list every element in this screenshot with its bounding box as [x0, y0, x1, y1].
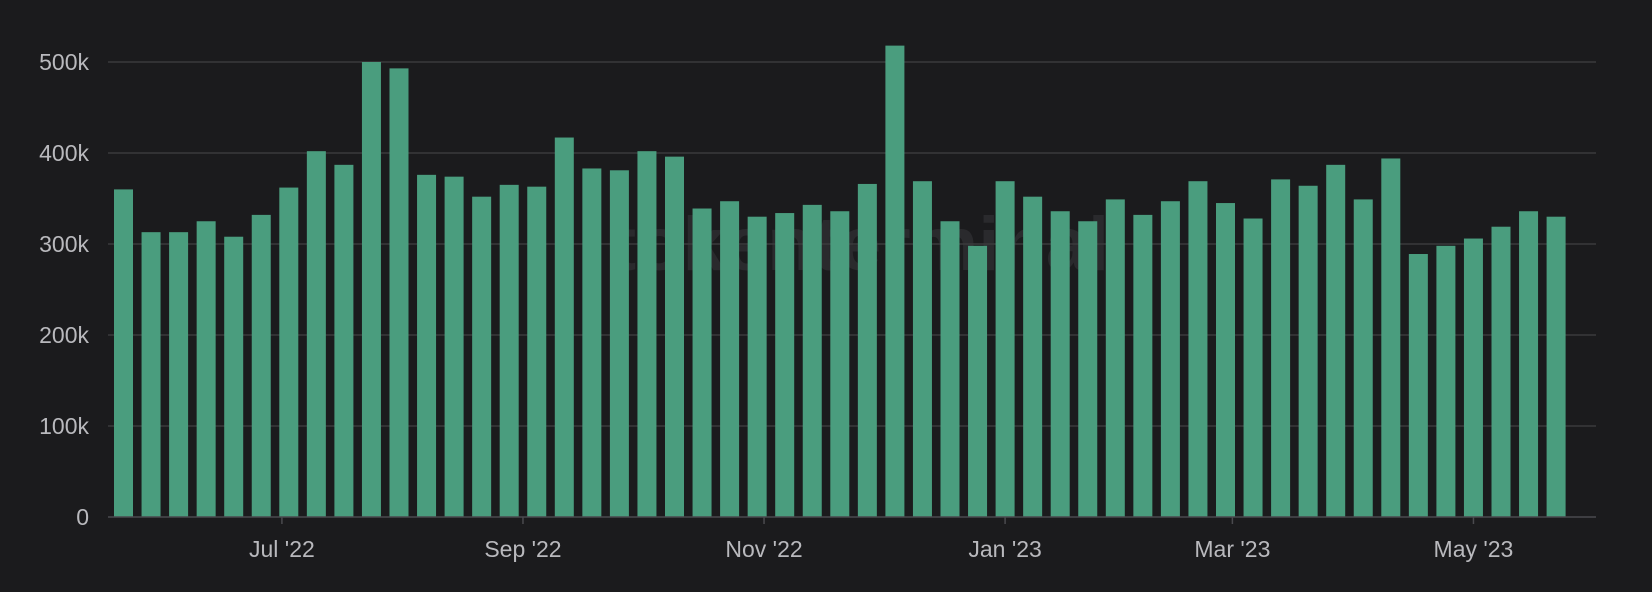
bar	[141, 232, 161, 518]
bar	[609, 170, 629, 518]
y-tick-label: 0	[76, 504, 89, 530]
x-tick-label: Mar '23	[1194, 536, 1270, 562]
bar	[1519, 211, 1539, 518]
bar	[361, 62, 381, 517]
bar	[995, 181, 1015, 517]
bar	[802, 204, 822, 517]
bar	[720, 201, 740, 518]
bar	[1160, 201, 1180, 518]
bar	[472, 196, 492, 517]
bar	[1271, 179, 1291, 517]
bar	[665, 156, 684, 517]
bar	[1023, 196, 1043, 517]
bar	[527, 186, 547, 518]
bar	[1078, 221, 1098, 517]
bar	[1381, 158, 1401, 517]
bar	[499, 184, 519, 517]
bar	[968, 245, 988, 517]
x-tick-label: May '23	[1434, 536, 1514, 562]
bar	[747, 216, 767, 517]
axis-layer	[108, 516, 1596, 524]
bar	[444, 176, 464, 517]
bar	[830, 211, 850, 518]
bar	[940, 221, 960, 517]
bar	[582, 168, 602, 517]
bar	[857, 183, 877, 517]
y-tick-label: 500k	[39, 49, 89, 75]
bar	[196, 221, 216, 517]
bar	[554, 137, 574, 517]
bar	[306, 151, 326, 517]
bar	[279, 187, 299, 517]
bar	[1326, 164, 1346, 517]
bar	[1436, 245, 1456, 517]
bar	[1463, 238, 1483, 518]
bar	[1243, 218, 1263, 517]
bar	[1050, 211, 1070, 518]
bar	[334, 164, 354, 517]
bar	[912, 181, 932, 517]
x-tick-label: Jan '23	[968, 536, 1041, 562]
bar	[389, 68, 409, 518]
grid-layer	[108, 61, 1596, 427]
bar	[1408, 254, 1428, 517]
bar	[1216, 203, 1235, 518]
bar	[169, 232, 189, 518]
bar	[637, 151, 657, 517]
bar	[1188, 181, 1208, 517]
bar	[1353, 199, 1373, 517]
bar	[1133, 214, 1153, 517]
bar	[775, 213, 795, 517]
y-tick-label: 100k	[39, 413, 89, 439]
bar	[114, 189, 133, 517]
bars-layer	[114, 45, 1566, 518]
bar	[251, 214, 271, 517]
x-tick-label: Sep '22	[484, 536, 561, 562]
x-tick-label: Nov '22	[725, 536, 802, 562]
bar	[1298, 185, 1318, 517]
bar	[885, 45, 905, 518]
x-tick-label: Jul '22	[249, 536, 315, 562]
y-tick-label: 200k	[39, 322, 89, 348]
labels-layer: 0 100k 200k 300k 400k 500k Jul '22 Sep '22 Nov '…	[39, 49, 1513, 562]
y-tick-label: 300k	[39, 231, 89, 257]
bar	[692, 208, 712, 517]
bar	[1491, 226, 1511, 517]
bar	[224, 236, 244, 517]
y-tick-label: 400k	[39, 140, 89, 166]
bar	[1546, 216, 1566, 517]
bar	[417, 174, 437, 517]
bar	[1105, 199, 1125, 517]
